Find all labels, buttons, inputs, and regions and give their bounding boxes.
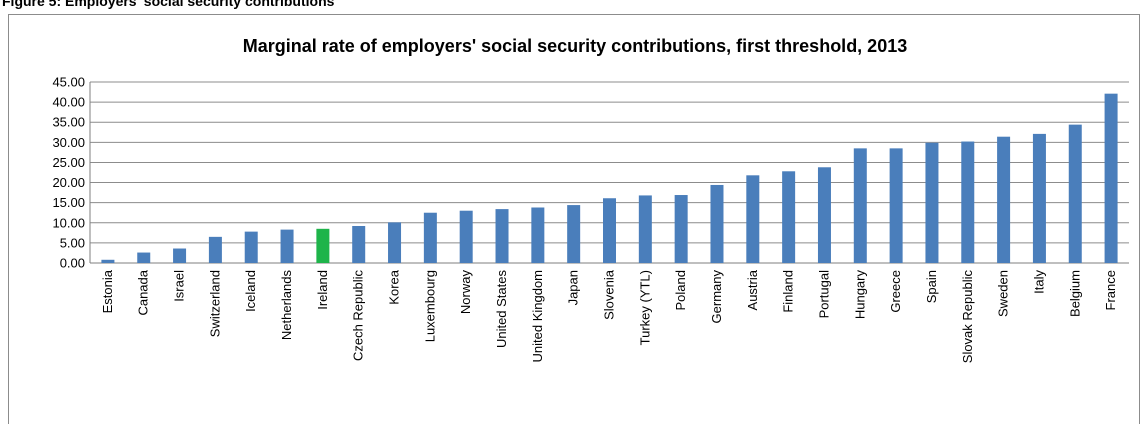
bar-portugal [817, 167, 831, 263]
x-category-label: Belgium [1067, 270, 1082, 317]
bar-estonia [101, 259, 115, 263]
bar-israel [173, 248, 187, 263]
x-category-label: Slovenia [602, 269, 617, 320]
x-category-label: Spain [924, 270, 939, 303]
y-axis: 0.00 5.00 10.00 15.00 20.00 25.00 30.00 35.00 40… [52, 75, 91, 271]
x-category-label: Portugal [816, 270, 831, 319]
bar-germany [710, 184, 724, 263]
x-category-label: Turkey (YTL) [637, 270, 652, 345]
bar-chart: Marginal rate of employers' social secur… [52, 36, 1129, 363]
x-category-label: Luxembourg [422, 270, 437, 342]
bars [101, 93, 1118, 263]
x-category-label: Netherlands [279, 270, 294, 341]
chart-frame: Marginal rate of employers' social secur… [8, 14, 1140, 424]
bar-luxembourg [423, 212, 437, 263]
bar-canada [137, 252, 151, 263]
x-category-label: Germany [709, 270, 724, 324]
y-tick-label: 25.00 [52, 155, 85, 170]
x-category-label: Korea [387, 269, 402, 304]
x-category-label: United States [494, 270, 509, 349]
x-axis: Estonia Canada Israel Switzerland Iceland Net… [100, 269, 1118, 363]
bar-iceland [244, 231, 258, 263]
bar-belgium [1068, 124, 1082, 263]
x-category-label: Sweden [996, 270, 1011, 317]
bar-france [1104, 93, 1118, 263]
x-category-label: Italy [1031, 270, 1046, 294]
x-category-label: Greece [888, 270, 903, 313]
bar-netherlands [280, 229, 294, 263]
x-category-label: United Kingdom [530, 270, 545, 363]
bar-finland [782, 171, 796, 263]
x-category-label: Norway [458, 270, 473, 315]
x-category-label: Slovak Republic [960, 270, 975, 364]
x-category-label: Hungary [852, 270, 867, 320]
figure-caption: Figure 5: Employers' social security con… [2, 0, 335, 9]
bar-greece [889, 148, 903, 263]
y-tick-label: 0.00 [60, 256, 85, 271]
y-tick-label: 5.00 [60, 235, 85, 250]
y-tick-label: 35.00 [52, 115, 85, 130]
bar-spain [925, 142, 939, 263]
x-category-label: Finland [781, 270, 796, 313]
bar-turkey-ytl [638, 195, 652, 263]
bar-czech-republic [352, 225, 366, 263]
bar-switzerland [208, 236, 222, 263]
bar-united-states [495, 209, 509, 263]
x-category-label: Ireland [315, 270, 330, 310]
bar-norway [459, 210, 473, 263]
y-tick-label: 10.00 [52, 215, 85, 230]
x-category-label: Estonia [100, 269, 115, 313]
x-category-label: Canada [136, 269, 151, 315]
y-tick-label: 30.00 [52, 135, 85, 150]
gridlines [90, 81, 1129, 264]
bar-hungary [853, 148, 867, 263]
x-category-label: Czech Republic [351, 270, 366, 362]
bar-slovak-republic [961, 141, 975, 263]
y-tick-label: 40.00 [52, 95, 85, 110]
x-category-label: France [1103, 270, 1118, 310]
bar-poland [674, 195, 688, 263]
x-category-label: Japan [566, 270, 581, 305]
bar-sweden [997, 136, 1011, 263]
bar-austria [746, 175, 760, 263]
y-tick-label: 20.00 [52, 175, 85, 190]
bar-italy [1032, 133, 1046, 263]
bar-slovenia [603, 198, 616, 263]
chart-title: Marginal rate of employers' social secur… [243, 36, 907, 56]
bar-japan [567, 205, 581, 263]
x-category-label: Switzerland [207, 270, 222, 337]
x-category-label: Iceland [243, 270, 258, 312]
x-category-label: Israel [172, 270, 187, 302]
x-category-label: Poland [673, 270, 688, 310]
y-tick-label: 15.00 [52, 195, 85, 210]
x-category-label: Austria [745, 269, 760, 310]
bar-united-kingdom [531, 207, 545, 263]
y-tick-label: 45.00 [52, 75, 85, 90]
bar-ireland [316, 228, 330, 263]
bar-korea [388, 222, 402, 263]
